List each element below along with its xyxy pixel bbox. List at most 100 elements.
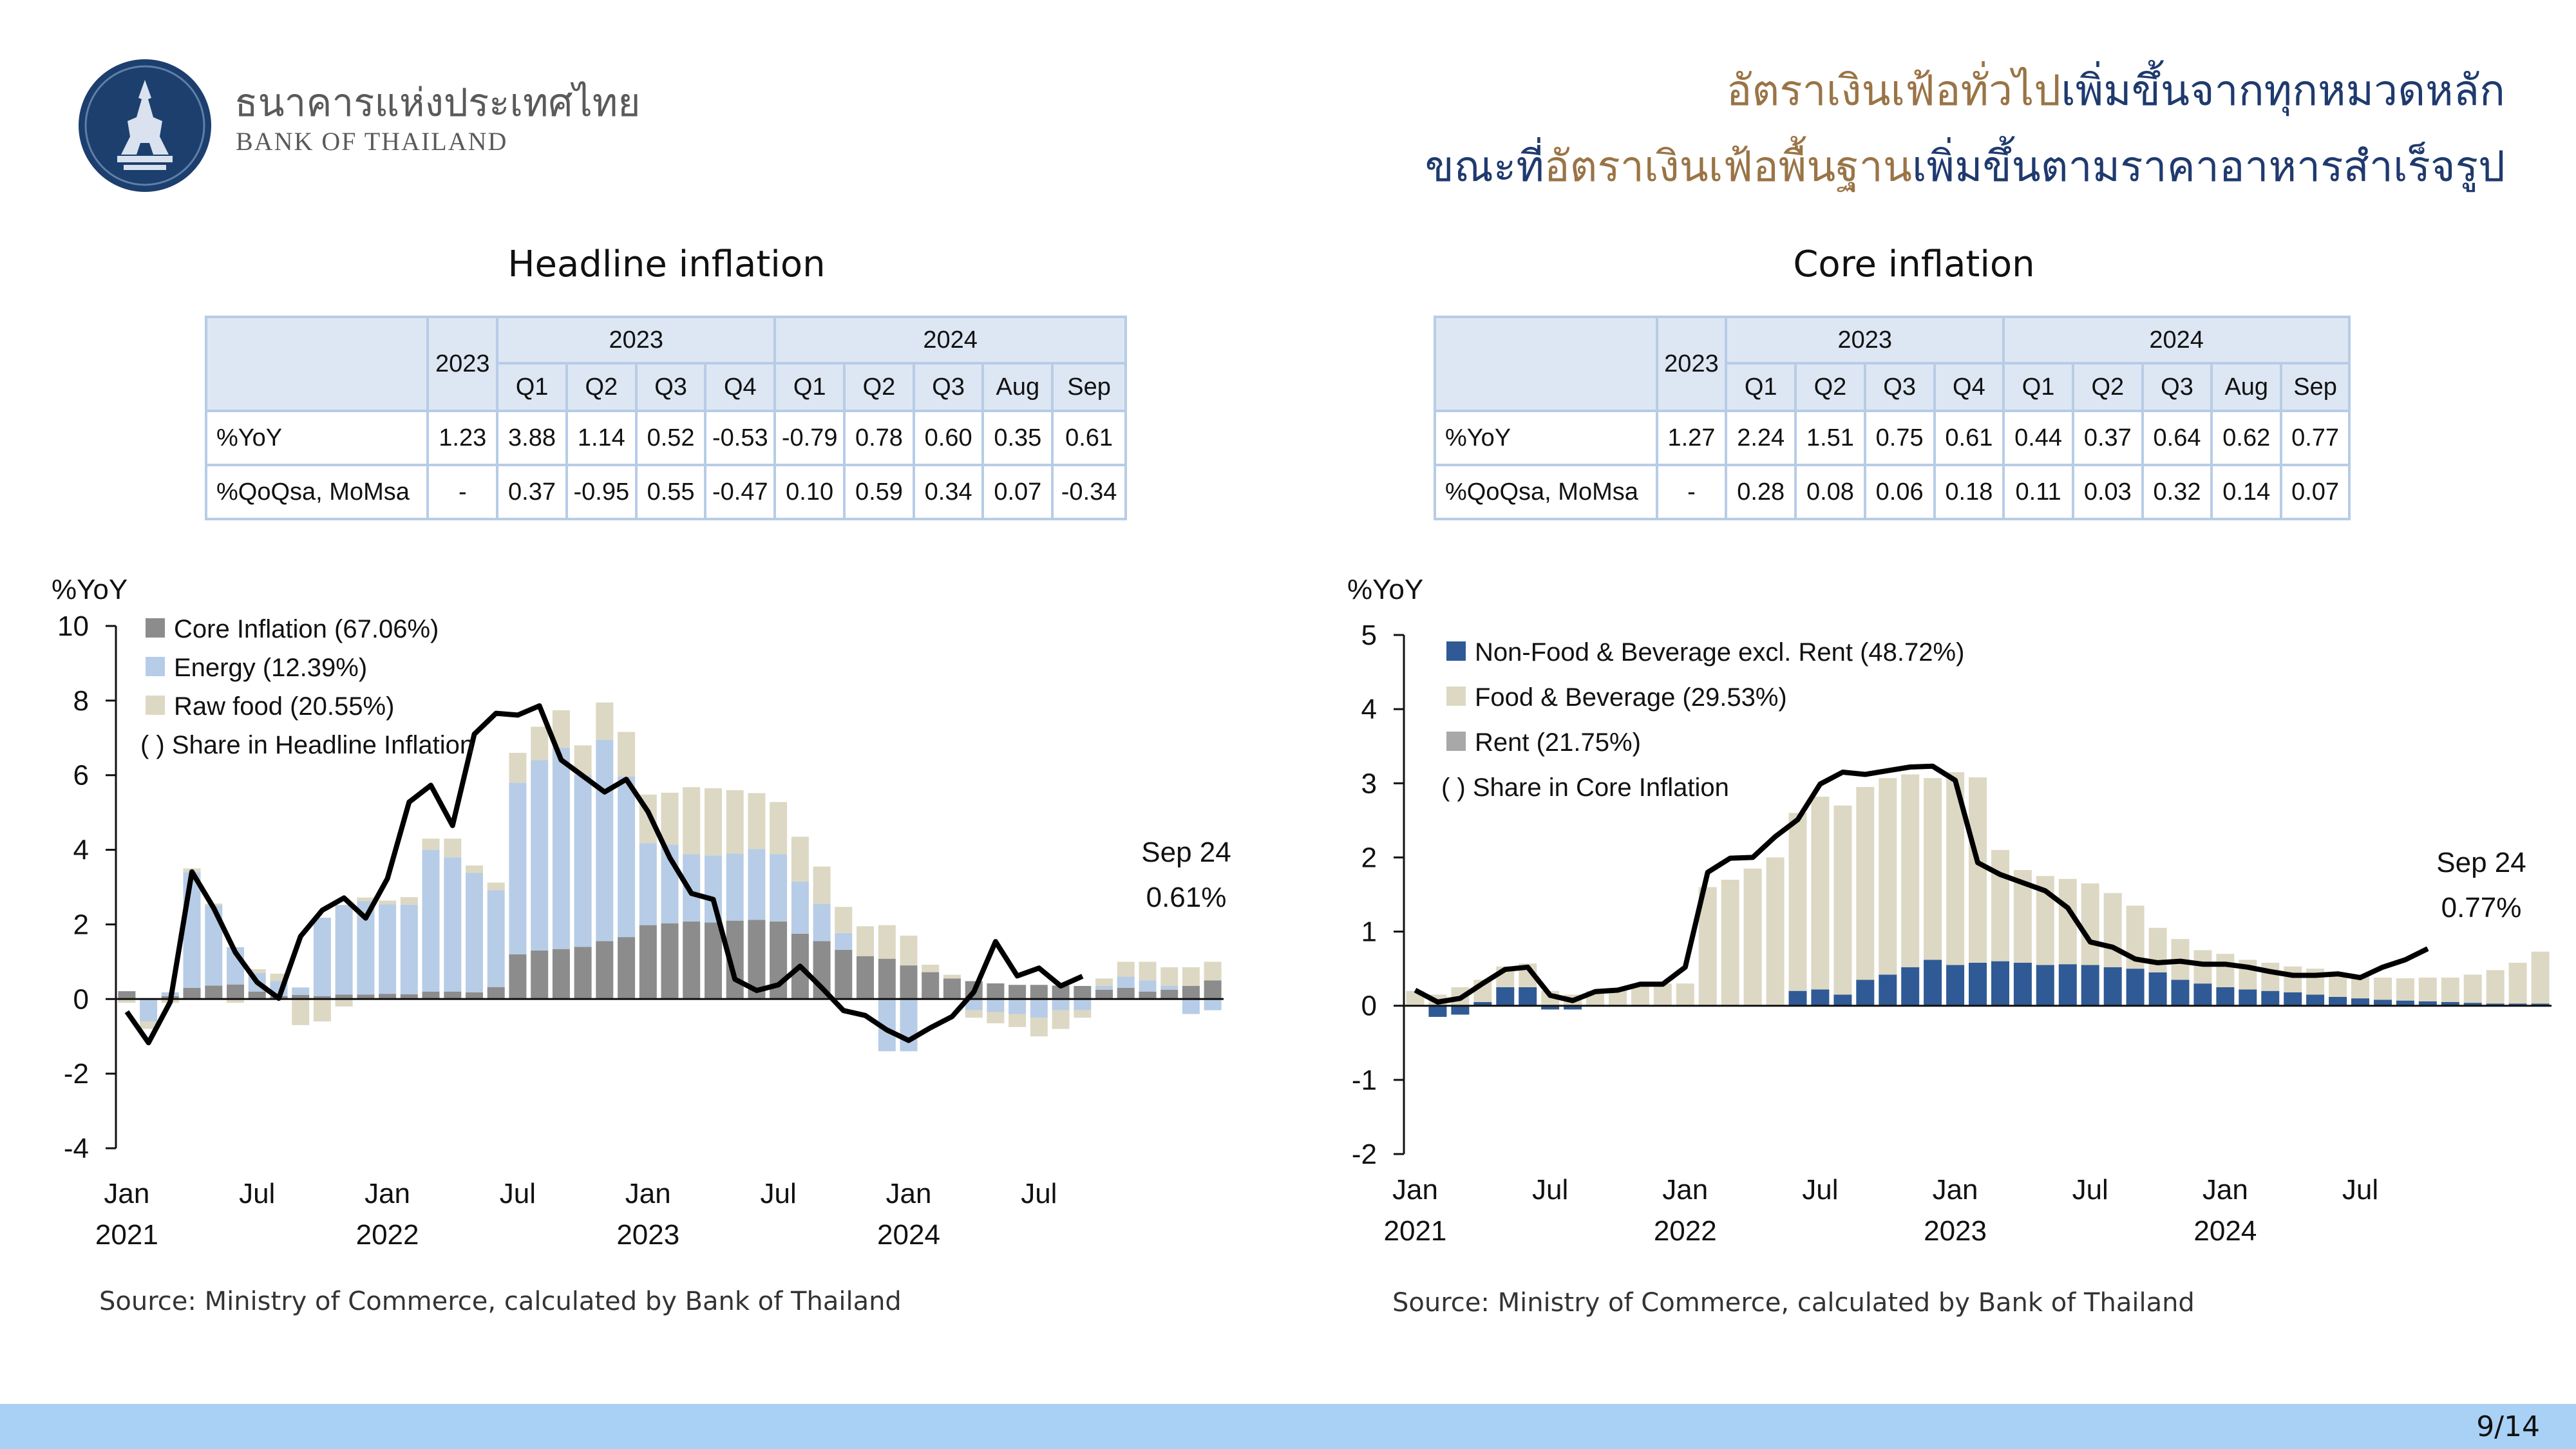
- table-cell: 0.62: [2210, 410, 2283, 466]
- table-cell: 0.10: [773, 464, 846, 520]
- headline-bar-2: [835, 907, 853, 933]
- headline-inflation-table: 2023 2023 2024 Q1 Q2 Q3 Q4 Q1 Q2 Q3 Aug …: [204, 316, 1127, 520]
- table-cell: 1.23: [426, 410, 499, 466]
- headline-bar-1: [1030, 999, 1048, 1018]
- headline-bar-1: [1204, 999, 1222, 1010]
- headline-bar-1: [1009, 999, 1027, 1014]
- group-header-2023: 2023: [1725, 316, 2005, 365]
- core-bar-0: [1428, 1005, 1447, 1017]
- headline-y-tick-label: 2: [73, 909, 89, 940]
- core-bar-1: [2374, 978, 2392, 1000]
- headline-bar-0: [183, 987, 201, 999]
- headline-bar-0: [661, 923, 679, 999]
- headline-bar-0: [552, 949, 570, 999]
- core-bar-0: [2081, 965, 2099, 1006]
- headline-bar-2: [726, 790, 744, 854]
- headline-bar-0: [466, 992, 483, 999]
- core-bar-1: [2193, 950, 2212, 984]
- headline-legend-note: ( ) Share in Headline Inflation: [140, 731, 474, 759]
- headline-bar-1: [140, 999, 158, 1022]
- headline-bar-0: [1182, 986, 1200, 999]
- core-x-tick-label: Jul: [2342, 1174, 2378, 1206]
- core-bar-0: [2193, 983, 2212, 1006]
- year-header: 2023: [426, 316, 499, 412]
- core-y-tick-label: 1: [1361, 916, 1377, 948]
- headline-bar-2: [922, 965, 940, 972]
- page-number: 9/14: [2476, 1410, 2540, 1443]
- footer-bar: [0, 1404, 2576, 1449]
- headline-annotation-label: Sep 24: [1141, 837, 1231, 868]
- core-bar-1: [2261, 962, 2280, 991]
- headline-bar-1: [900, 999, 918, 1052]
- core-bar-1: [2531, 951, 2550, 1004]
- core-y-tick-label: 4: [1361, 694, 1377, 725]
- headline-bar-0: [422, 991, 440, 999]
- headline-bar-2: [1074, 1010, 1092, 1018]
- headline-bar-0: [574, 947, 592, 999]
- headline-bar-0: [335, 994, 353, 999]
- core-bar-1: [2508, 962, 2527, 1004]
- slide-headline: อัตราเงินเฟ้อทั่วไปเพิ่มขึ้นจากทุกหมวดหล…: [1425, 53, 2505, 205]
- core-legend-label: Non-Food & Beverage excl. Rent (48.72%): [1475, 638, 1964, 667]
- headline-y-tick-label: 6: [73, 760, 89, 791]
- headline-bar-2: [1117, 961, 1135, 977]
- core-bar-1: [1991, 849, 2009, 961]
- core-bar-0: [1969, 962, 1987, 1006]
- core-x-year-label: 2023: [1924, 1215, 1987, 1247]
- core-bar-0: [2036, 965, 2054, 1006]
- table-cell: 0.37: [2071, 410, 2144, 466]
- headline-bar-2: [683, 787, 701, 855]
- col-header: Sep: [1051, 362, 1127, 412]
- core-x-tick-label: Jan: [1662, 1174, 1708, 1206]
- table-cell: 2.24: [1725, 410, 1797, 466]
- headline-x-year-label: 2022: [356, 1219, 419, 1251]
- headline-bar-2: [878, 925, 896, 959]
- core-bar-1: [1653, 983, 1672, 1006]
- core-x-year-label: 2024: [2193, 1215, 2257, 1247]
- group-header-2024: 2024: [773, 316, 1127, 365]
- headline-bar-0: [1030, 985, 1048, 999]
- table-cell: 0.14: [2210, 464, 2283, 520]
- core-bar-1: [1924, 778, 1942, 960]
- headline-legend-swatch: [146, 657, 165, 676]
- core-bar-0: [2508, 1003, 2527, 1006]
- headline-bar-0: [835, 949, 853, 999]
- col-header: Q2: [2071, 362, 2144, 412]
- core-bar-1: [2418, 978, 2437, 1001]
- core-bar-1: [2463, 974, 2482, 1003]
- core-bar-1: [2441, 978, 2459, 1002]
- headline-y-tick-label: 10: [57, 611, 89, 642]
- row-label: %QoQsa, MoMsa: [1434, 464, 1658, 520]
- table-cell: 0.18: [1933, 464, 2005, 520]
- core-bar-0: [1564, 1005, 1582, 1010]
- headline-bar-1: [466, 873, 483, 992]
- core-bar-0: [2396, 1000, 2414, 1006]
- headline-bar-0: [118, 991, 136, 999]
- headline-source-note: Source: Ministry of Commerce, calculated…: [99, 1287, 902, 1316]
- headline-bar-1: [444, 857, 462, 992]
- table-cell: -0.47: [704, 464, 777, 520]
- core-bar-1: [2148, 927, 2167, 972]
- headline-bar-2: [770, 802, 788, 855]
- core-bar-0: [2013, 962, 2032, 1006]
- core-bar-0: [2351, 998, 2369, 1006]
- core-bar-0: [1811, 989, 1830, 1006]
- table-corner: [1434, 316, 1658, 412]
- core-x-year-label: 2021: [1384, 1215, 1447, 1247]
- core-y-tick-label: -2: [1352, 1139, 1377, 1170]
- table-cell: 0.08: [1794, 464, 1866, 520]
- headline-bar-2: [943, 974, 961, 979]
- headline-bar-2: [1095, 978, 1113, 986]
- table-cell: 0.75: [1863, 410, 1936, 466]
- headline-bar-0: [292, 994, 310, 999]
- headline-y-tick-label: 0: [73, 983, 89, 1015]
- core-bar-0: [1541, 1005, 1560, 1010]
- headline-x-tick-label: Jan: [365, 1178, 410, 1209]
- core-bar-1: [1811, 797, 1830, 990]
- bank-name-thai: ธนาคารแห่งประเทศไทย: [234, 80, 641, 126]
- col-header: Q1: [1725, 362, 1797, 412]
- headline-bar-0: [509, 954, 527, 999]
- headline-x-tick-label: Jan: [886, 1178, 932, 1209]
- headline-bar-0: [1117, 987, 1135, 999]
- headline-bar-2: [1009, 1014, 1027, 1027]
